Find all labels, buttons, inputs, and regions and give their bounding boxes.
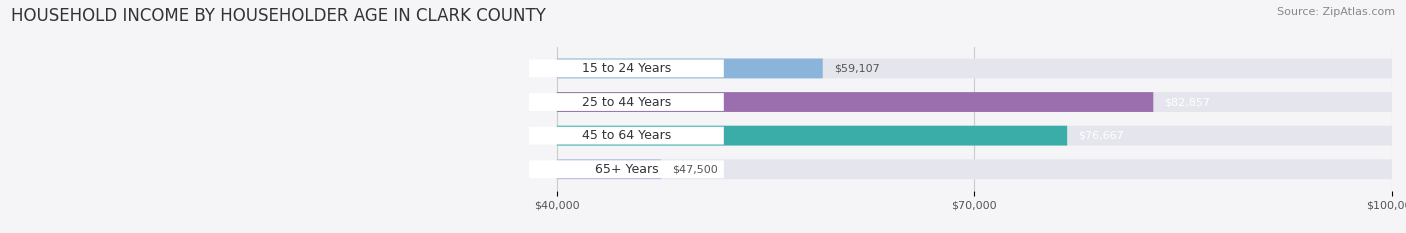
FancyBboxPatch shape xyxy=(557,92,1392,112)
FancyBboxPatch shape xyxy=(557,58,1392,78)
Text: $47,500: $47,500 xyxy=(672,164,718,174)
FancyBboxPatch shape xyxy=(557,159,661,179)
Text: 25 to 44 Years: 25 to 44 Years xyxy=(582,96,671,109)
Text: Source: ZipAtlas.com: Source: ZipAtlas.com xyxy=(1277,7,1395,17)
Text: HOUSEHOLD INCOME BY HOUSEHOLDER AGE IN CLARK COUNTY: HOUSEHOLD INCOME BY HOUSEHOLDER AGE IN C… xyxy=(11,7,546,25)
Text: $82,857: $82,857 xyxy=(1164,97,1211,107)
FancyBboxPatch shape xyxy=(529,127,724,144)
Text: $76,667: $76,667 xyxy=(1078,131,1123,141)
FancyBboxPatch shape xyxy=(529,160,724,178)
Text: 45 to 64 Years: 45 to 64 Years xyxy=(582,129,671,142)
FancyBboxPatch shape xyxy=(557,159,1392,179)
Text: 15 to 24 Years: 15 to 24 Years xyxy=(582,62,671,75)
FancyBboxPatch shape xyxy=(529,60,724,77)
Text: $59,107: $59,107 xyxy=(834,63,880,73)
FancyBboxPatch shape xyxy=(557,58,823,78)
FancyBboxPatch shape xyxy=(557,92,1153,112)
FancyBboxPatch shape xyxy=(529,93,724,111)
FancyBboxPatch shape xyxy=(557,126,1067,146)
Text: 65+ Years: 65+ Years xyxy=(595,163,658,176)
FancyBboxPatch shape xyxy=(557,126,1392,146)
